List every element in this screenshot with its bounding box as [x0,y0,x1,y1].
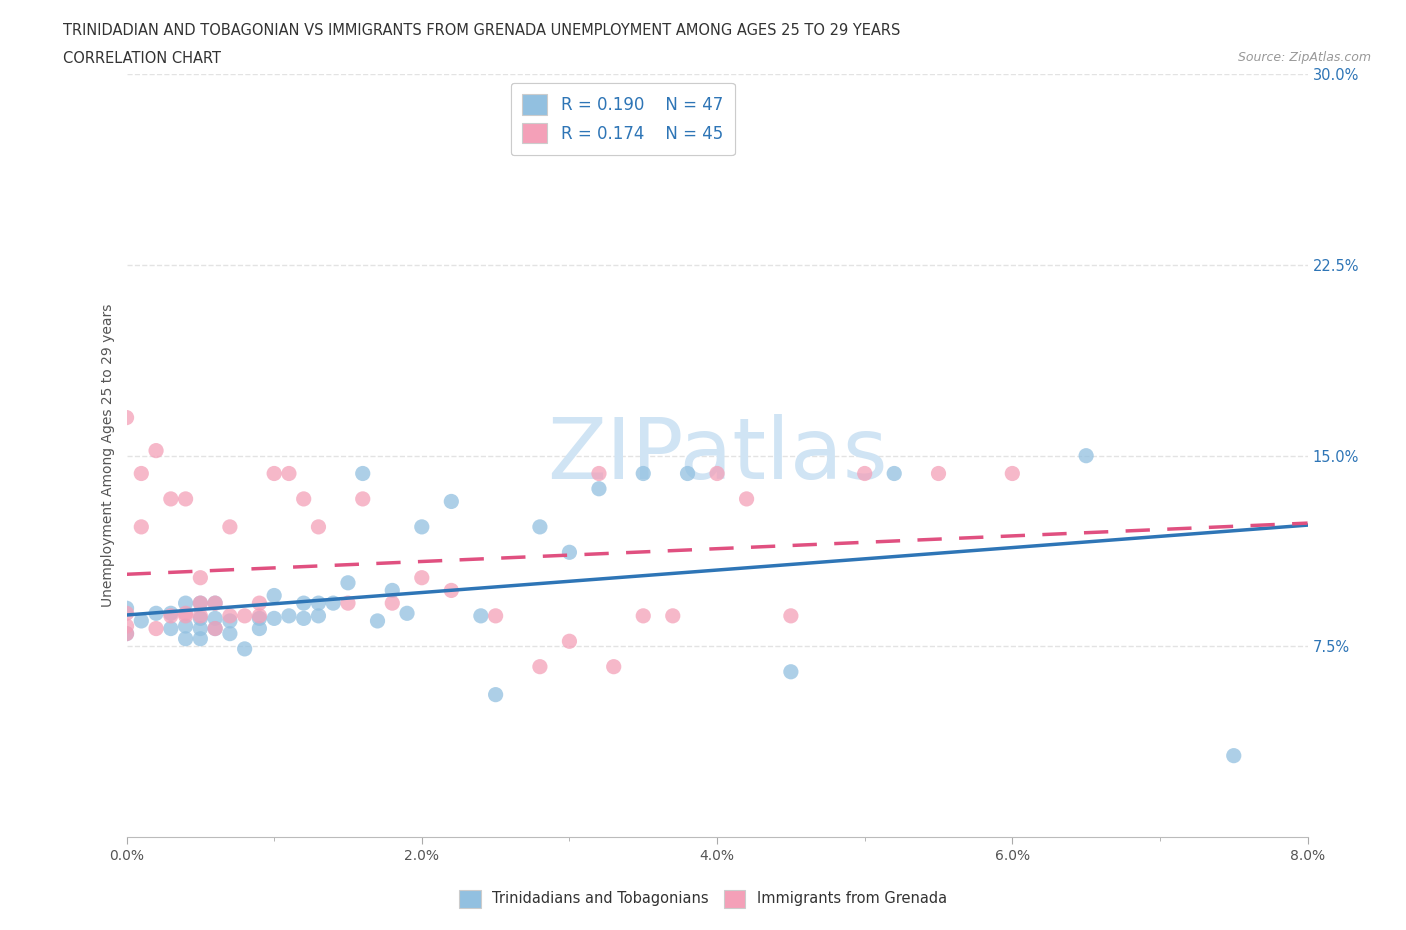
Point [1076,448,1098,463]
Point [588,482,610,497]
Legend: R = 0.190    N = 47, R = 0.174    N = 45: R = 0.190 N = 47, R = 0.174 N = 45 [510,83,734,155]
Point [484,687,508,702]
Point [219,614,242,629]
Point [174,596,197,611]
Point [1222,749,1246,764]
Point [160,491,183,506]
Point [204,611,226,626]
Point [779,608,801,623]
Point [706,466,728,481]
Point [278,466,301,481]
Point [633,608,655,623]
Point [174,618,197,633]
Point [307,520,329,535]
Point [188,596,211,611]
Point [188,631,211,646]
Point [247,608,270,623]
Y-axis label: Unemployment Among Ages 25 to 29 years: Unemployment Among Ages 25 to 29 years [101,304,115,607]
Point [396,605,419,620]
Point [440,494,463,509]
Point [204,596,226,611]
Text: Source: ZipAtlas.com: Source: ZipAtlas.com [1237,51,1371,64]
Point [160,621,183,636]
Point [292,596,315,611]
Legend: Trinidadians and Tobagonians, Immigrants from Grenada: Trinidadians and Tobagonians, Immigrants… [453,884,953,913]
Point [470,608,492,623]
Text: TRINIDADIAN AND TOBAGONIAN VS IMMIGRANTS FROM GRENADA UNEMPLOYMENT AMONG AGES 25: TRINIDADIAN AND TOBAGONIAN VS IMMIGRANTS… [63,23,901,38]
Point [263,588,285,603]
Point [247,596,270,611]
Point [129,520,153,535]
Point [529,659,551,674]
Point [188,570,211,585]
Point [633,466,655,481]
Point [204,621,226,636]
Point [174,605,197,620]
Text: CORRELATION CHART: CORRELATION CHART [63,51,221,66]
Point [233,642,256,657]
Point [219,608,242,623]
Point [263,611,285,626]
Text: ZIPatlas: ZIPatlas [547,414,887,498]
Point [115,601,138,616]
Point [233,608,256,623]
Point [145,444,167,458]
Point [588,466,610,481]
Point [247,611,270,626]
Point [129,466,153,481]
Point [322,596,344,611]
Point [603,659,626,674]
Point [366,614,388,629]
Point [661,608,683,623]
Point [174,631,197,646]
Point [129,614,153,629]
Point [1001,466,1024,481]
Point [204,621,226,636]
Point [337,576,360,591]
Point [292,491,315,506]
Point [115,626,138,641]
Point [411,570,433,585]
Point [676,466,699,481]
Point [188,596,211,611]
Point [219,626,242,641]
Point [278,608,301,623]
Point [145,621,167,636]
Point [381,596,404,611]
Point [352,491,374,506]
Point [174,608,197,623]
Point [558,545,581,560]
Point [115,626,138,641]
Point [853,466,876,481]
Point [735,491,758,506]
Point [115,410,138,425]
Point [381,583,404,598]
Point [307,608,329,623]
Point [263,466,285,481]
Point [174,491,197,506]
Point [145,605,167,620]
Point [779,664,801,679]
Point [928,466,950,481]
Point [188,621,211,636]
Point [115,605,138,620]
Point [115,618,138,633]
Point [307,596,329,611]
Point [292,611,315,626]
Point [883,466,905,481]
Point [337,596,360,611]
Point [411,520,433,535]
Point [160,608,183,623]
Point [188,611,211,626]
Point [440,583,463,598]
Point [188,608,211,623]
Point [558,634,581,649]
Point [484,608,508,623]
Point [529,520,551,535]
Point [352,466,374,481]
Point [247,621,270,636]
Point [219,520,242,535]
Point [160,605,183,620]
Point [204,596,226,611]
